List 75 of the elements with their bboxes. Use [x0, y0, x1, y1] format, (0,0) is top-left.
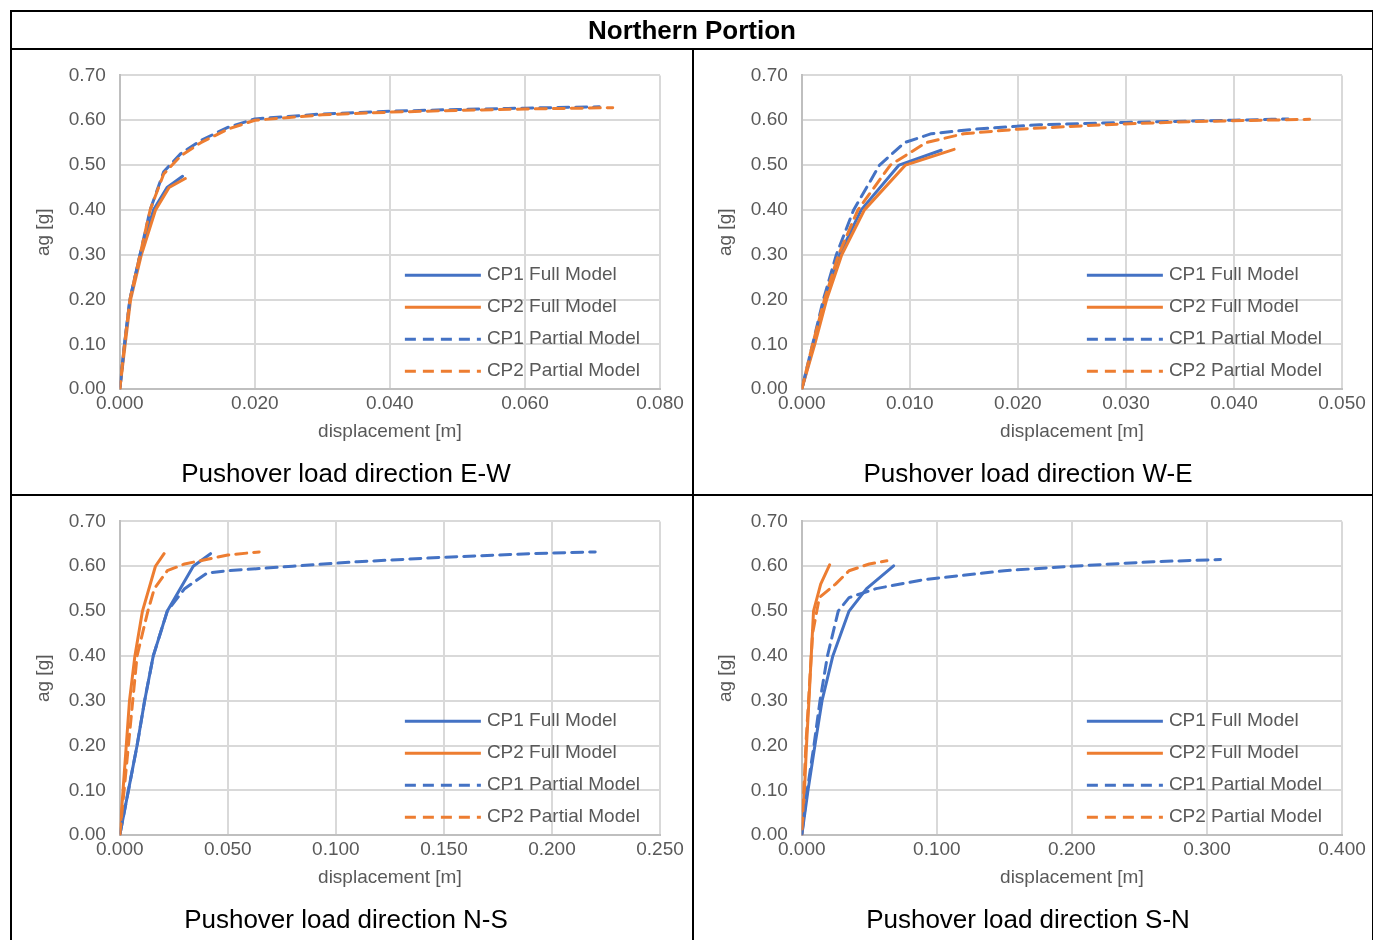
x-tick-label: 0.100 [312, 837, 360, 859]
x-tick-label: 0.040 [366, 391, 414, 413]
y-axis-title: ag [g] [31, 208, 53, 257]
legend-label: CP1 Partial Model [1168, 773, 1322, 795]
y-tick-label: 0.40 [750, 644, 788, 666]
y-tick-label: 0.70 [68, 63, 106, 85]
text: Northern Portion [587, 14, 797, 47]
y-tick-label: 0.30 [68, 688, 106, 710]
text: Pushover load direction W-E [863, 457, 1193, 488]
y-axis-title: ag [g] [713, 208, 735, 257]
legend-label: CP2 Partial Model [1168, 805, 1322, 827]
y-tick-label: 0.50 [750, 153, 788, 175]
legend-label: CP2 Full Model [1168, 741, 1299, 763]
y-tick-label: 0.60 [68, 554, 106, 576]
x-tick-label: 0.100 [913, 837, 961, 859]
y-tick-label: 0.10 [68, 778, 106, 800]
y-tick-label: 0.50 [750, 599, 788, 621]
x-tick-label: 0.200 [1048, 837, 1096, 859]
x-tick-label: 0.040 [1210, 391, 1258, 413]
text: Pushover load direction E-W [181, 457, 512, 488]
y-tick-label: 0.40 [68, 644, 106, 666]
legend-label: CP2 Full Model [486, 741, 617, 763]
x-tick-label: 0.400 [1318, 837, 1366, 859]
x-tick-label: 0.050 [1318, 391, 1366, 413]
text: Pushover load direction N-S [184, 903, 508, 934]
y-axis-title: ag [g] [713, 654, 735, 703]
x-axis-title: displacement [m] [318, 865, 462, 887]
y-tick-label: 0.60 [750, 108, 788, 130]
y-tick-label: 0.60 [68, 108, 106, 130]
legend-label: CP1 Full Model [486, 263, 617, 285]
legend-label: CP1 Partial Model [486, 773, 640, 795]
x-axis-title: displacement [m] [1000, 865, 1144, 887]
y-tick-label: 0.20 [68, 287, 106, 309]
x-axis-title: displacement [m] [1000, 419, 1144, 441]
y-tick-label: 0.60 [750, 554, 788, 576]
legend-label: CP1 Full Model [486, 709, 617, 731]
x-tick-label: 0.200 [528, 837, 576, 859]
y-tick-label: 0.10 [750, 778, 788, 800]
legend-label: CP2 Full Model [486, 295, 617, 317]
legend-label: CP1 Partial Model [486, 327, 640, 349]
x-tick-label: 0.020 [994, 391, 1042, 413]
y-tick-label: 0.40 [68, 198, 106, 220]
y-tick-label: 0.70 [68, 509, 106, 531]
x-axis-title: displacement [m] [318, 419, 462, 441]
y-tick-label: 0.70 [750, 63, 788, 85]
y-tick-label: 0.20 [68, 733, 106, 755]
x-tick-label: 0.150 [420, 837, 468, 859]
y-tick-label: 0.30 [750, 242, 788, 264]
y-tick-label: 0.30 [68, 242, 106, 264]
legend-label: CP2 Partial Model [1168, 359, 1322, 381]
y-tick-label: 0.20 [750, 733, 788, 755]
y-tick-label: 0.30 [750, 688, 788, 710]
legend-label: CP2 Full Model [1168, 295, 1299, 317]
x-tick-label: 0.080 [636, 391, 684, 413]
x-tick-label: 0.050 [204, 837, 252, 859]
legend-label: CP1 Full Model [1168, 709, 1299, 731]
x-tick-label: 0.250 [636, 837, 684, 859]
legend-label: CP2 Partial Model [486, 359, 640, 381]
y-tick-label: 0.10 [68, 332, 106, 354]
x-tick-label: 0.300 [1183, 837, 1231, 859]
y-tick-label: 0.40 [750, 198, 788, 220]
legend-label: CP1 Full Model [1168, 263, 1299, 285]
legend-label: CP1 Partial Model [1168, 327, 1322, 349]
x-tick-label: 0.010 [886, 391, 934, 413]
x-tick-label: 0.020 [231, 391, 279, 413]
y-tick-label: 0.70 [750, 509, 788, 531]
y-tick-label: 0.50 [68, 599, 106, 621]
legend-label: CP2 Partial Model [486, 805, 640, 827]
y-tick-label: 0.50 [68, 153, 106, 175]
y-tick-label: 0.10 [750, 332, 788, 354]
text: Pushover load direction S-N [866, 903, 1190, 934]
x-tick-label: 0.030 [1102, 391, 1150, 413]
y-axis-title: ag [g] [31, 654, 53, 703]
y-tick-label: 0.20 [750, 287, 788, 309]
x-tick-label: 0.060 [501, 391, 549, 413]
